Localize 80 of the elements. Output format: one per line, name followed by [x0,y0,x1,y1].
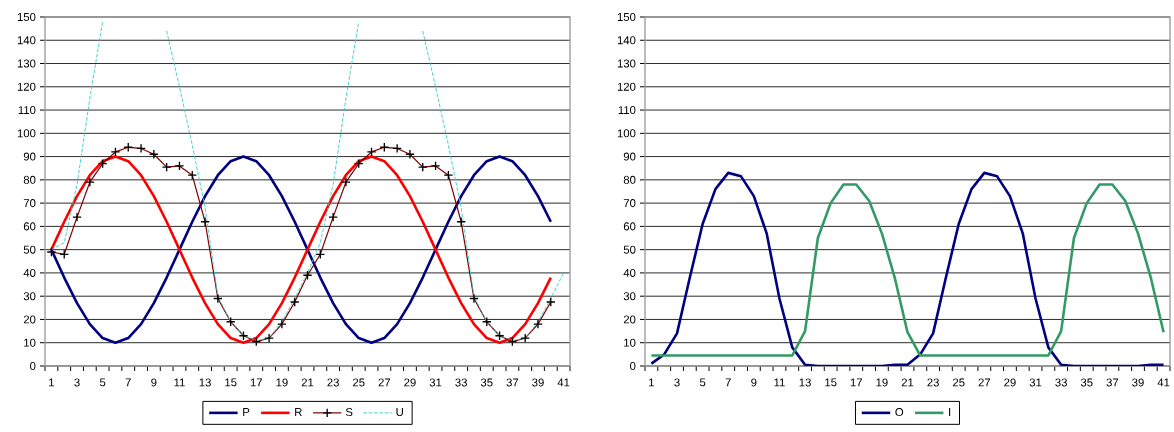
x-tick-label: 29 [1004,378,1016,387]
x-tick-label: 21 [901,378,914,387]
x-tick-label: 17 [250,378,263,387]
y-tick-label: 30 [23,292,36,301]
x-tick-label: 9 [751,378,757,387]
x-tick-label: 1 [649,378,655,387]
y-tick-label: 130 [17,59,36,68]
x-tick-label: 21 [301,378,314,387]
x-tick-label: 11 [774,378,785,387]
y-tick-label: 20 [623,315,636,324]
legend-label: U [396,408,403,417]
x-tick-label: 19 [276,378,288,387]
y-tick-label: 20 [23,315,36,324]
y-tick-label: 70 [623,199,636,208]
x-tick-label: 19 [876,378,888,387]
legend-label: P [243,408,250,416]
x-tick-label: 27 [378,378,391,387]
y-tick-label: 150 [17,12,36,21]
y-tick-label: 0 [30,361,36,370]
x-tick-label: 33 [455,378,467,387]
y-tick-label: 90 [23,152,36,161]
x-tick-label: 1 [49,378,55,387]
x-tick-label: 15 [225,378,237,387]
x-tick-label: 41 [1157,378,1170,387]
x-tick-label: 7 [725,378,731,387]
x-tick-label: 3 [74,378,80,387]
y-tick-label: 70 [23,199,36,208]
x-tick-label: 41 [557,378,570,387]
y-tick-label: 60 [23,222,36,231]
x-tick-label: 39 [1132,378,1144,387]
x-tick-label: 33 [1055,378,1067,387]
x-tick-label: 39 [532,378,544,387]
x-tick-label: 15 [825,378,837,387]
y-tick-label: 150 [617,12,636,21]
y-tick-label: 110 [618,106,636,115]
x-tick-label: 25 [952,378,965,387]
legend-label: O [895,408,904,417]
y-tick-label: 80 [623,175,636,184]
y-tick-label: 50 [623,245,636,254]
y-tick-label: 90 [623,152,636,161]
x-tick-label: 37 [1106,378,1119,387]
y-tick-label: 60 [623,222,636,231]
x-tick-label: 35 [1080,378,1093,387]
x-tick-label: 23 [927,378,939,387]
y-tick-label: 50 [23,245,36,254]
y-tick-label: 30 [623,292,636,301]
legend-label: S [345,408,353,417]
x-tick-label: 13 [799,378,811,387]
x-tick-label: 25 [353,378,365,387]
x-tick-label: 5 [699,378,706,387]
y-tick-label: 100 [17,129,36,138]
x-tick-label: 13 [199,378,211,387]
x-tick-label: 23 [327,378,339,387]
y-tick-label: 140 [17,36,36,45]
y-tick-label: 120 [17,82,36,91]
x-tick-label: 31 [1029,378,1042,387]
y-tick-label: 110 [18,106,36,115]
x-tick-label: 3 [674,378,680,387]
y-tick-label: 100 [617,129,636,138]
x-tick-label: 31 [429,378,442,387]
y-tick-label: 120 [617,82,636,91]
x-tick-label: 29 [404,378,416,387]
x-tick-label: 37 [506,378,519,387]
x-tick-label: 11 [174,378,185,387]
x-tick-label: 35 [480,378,493,387]
y-tick-label: 130 [617,59,636,68]
y-tick-label: 10 [624,338,636,347]
x-tick-label: 7 [125,378,131,387]
x-tick-label: 17 [850,378,863,387]
legend-label: R [295,408,302,416]
x-tick-label: 9 [151,378,157,387]
y-tick-label: 40 [623,268,636,277]
y-tick-label: 10 [24,338,36,347]
x-tick-label: 5 [99,378,106,387]
x-tick-label: 27 [978,378,991,387]
y-tick-label: 0 [630,361,636,370]
y-tick-label: 40 [23,268,36,277]
y-tick-label: 80 [23,175,36,184]
y-tick-label: 140 [617,36,636,45]
legend-label: I [949,408,951,416]
